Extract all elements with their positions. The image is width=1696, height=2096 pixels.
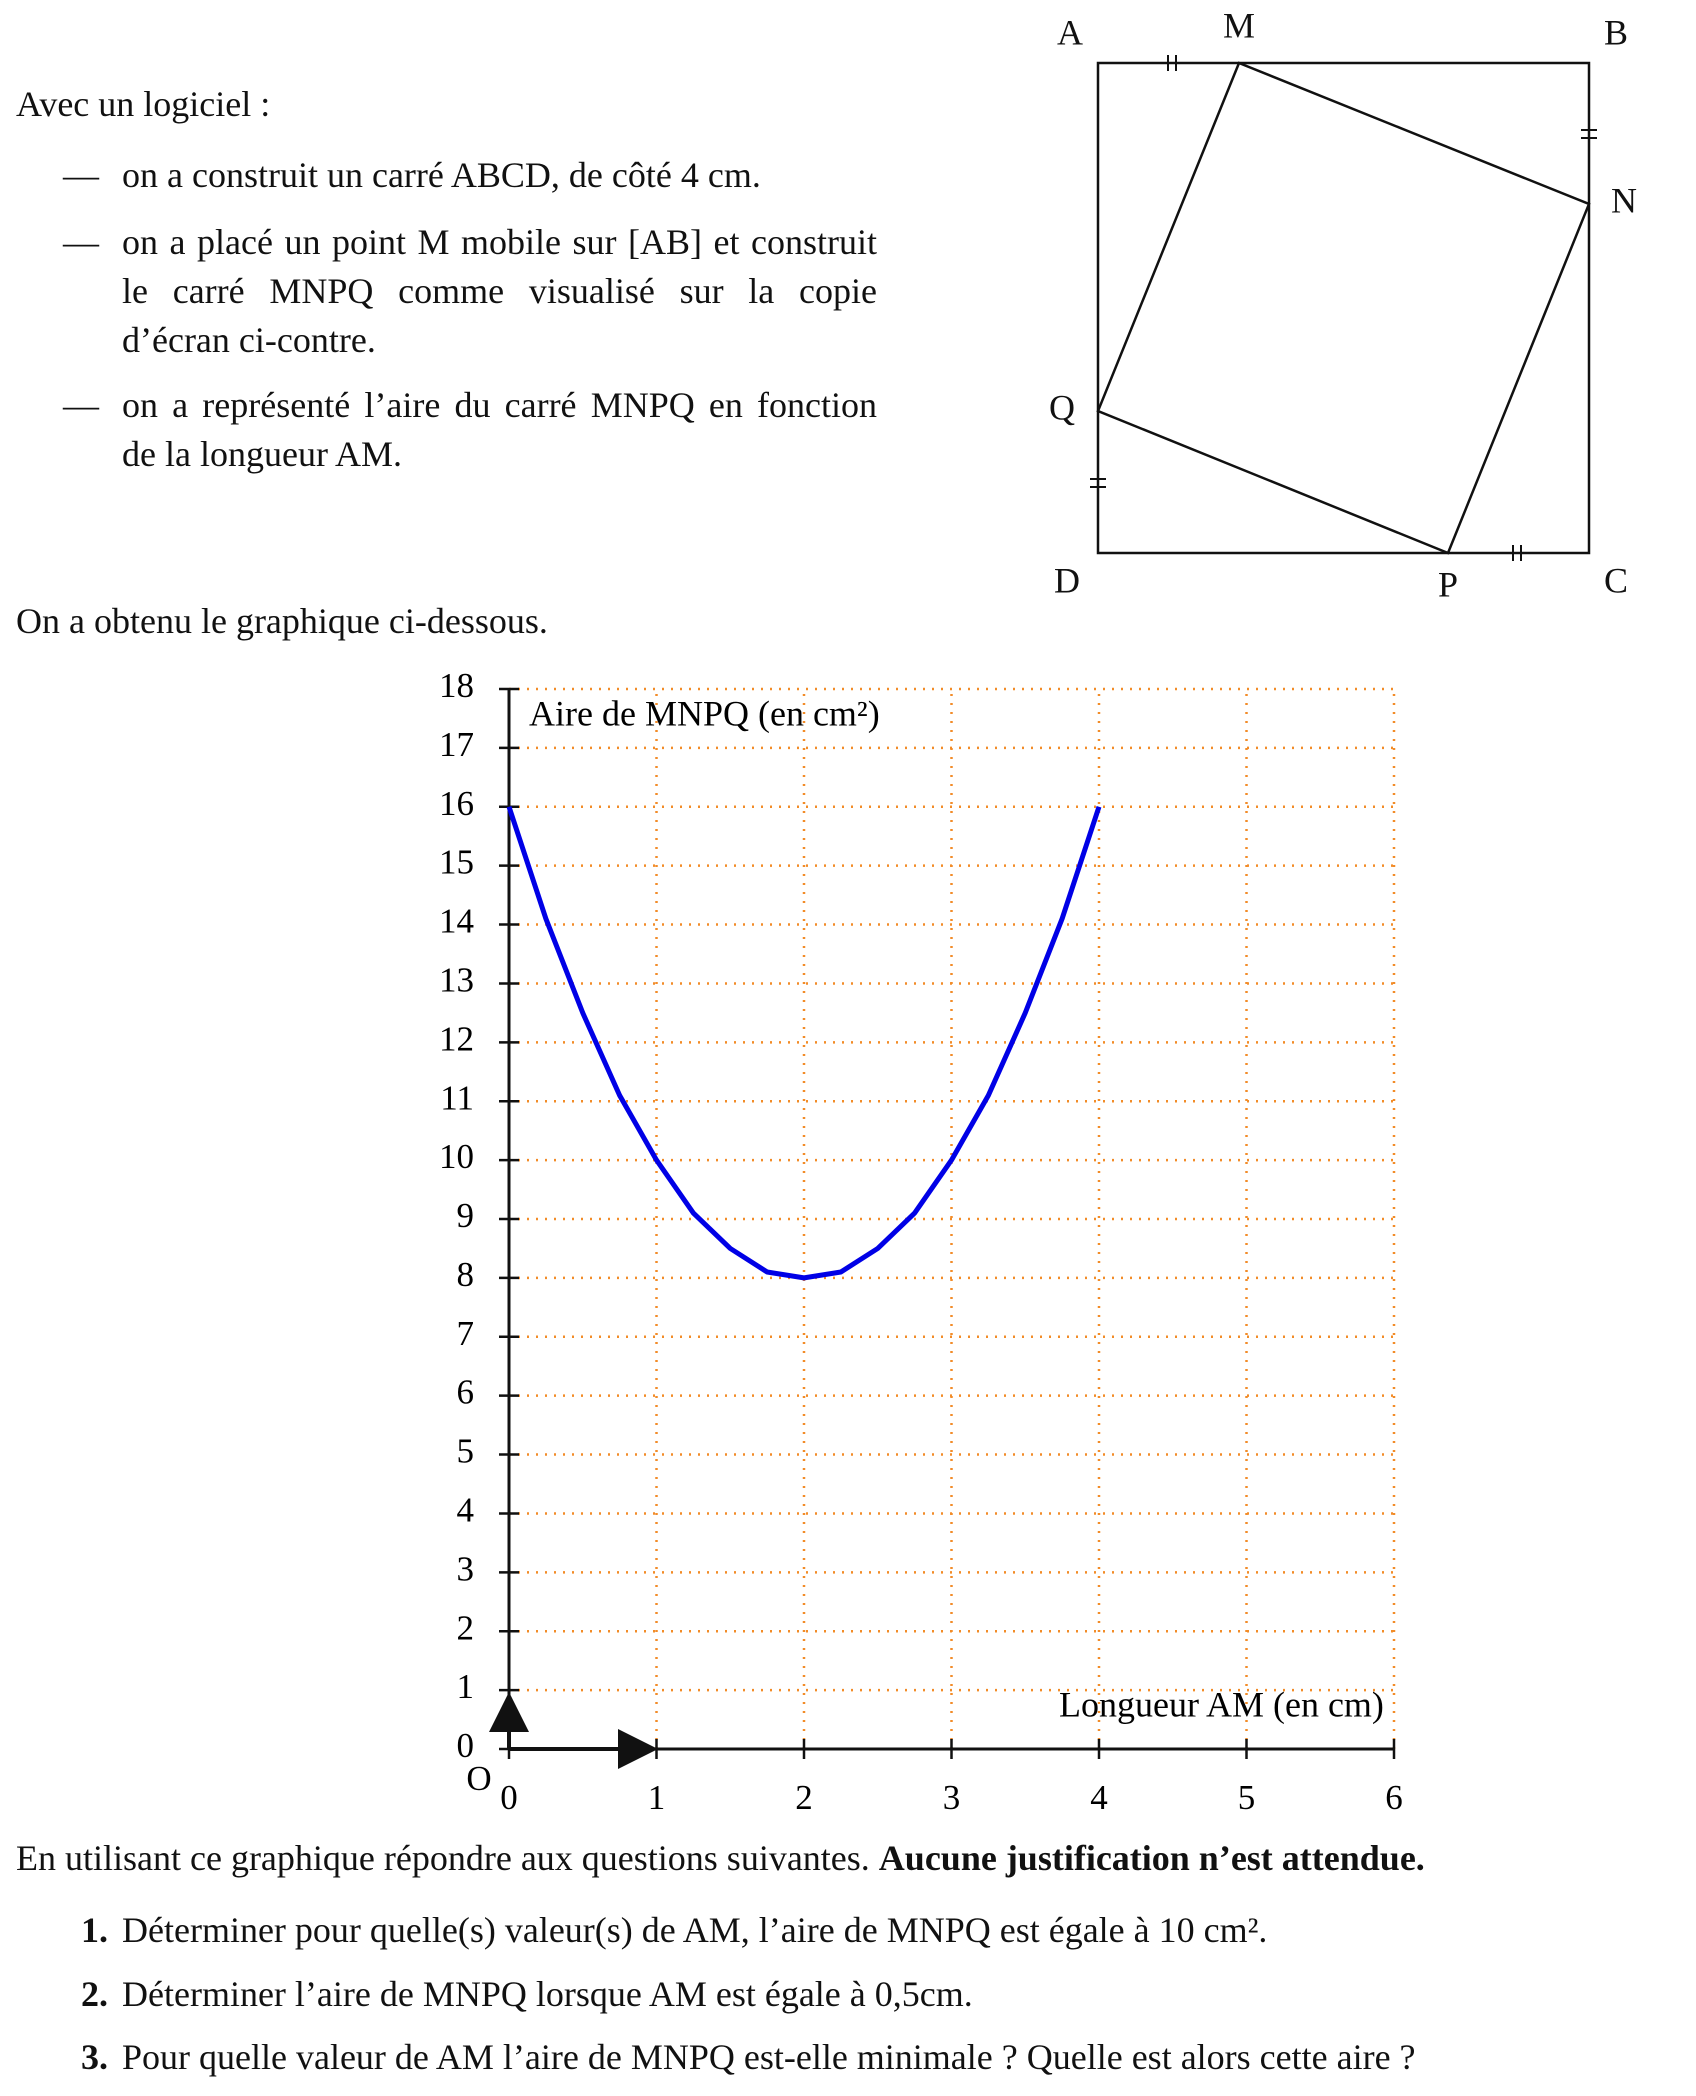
y-tick-label: 15 xyxy=(439,843,474,882)
y-tick-label: 12 xyxy=(439,1019,474,1058)
bullet: on a placé un point M mobile sur [AB] et… xyxy=(122,222,877,360)
point-label: M xyxy=(1223,5,1255,45)
point-label: A xyxy=(1057,12,1083,52)
y-tick-label: 13 xyxy=(439,960,474,999)
y-tick-label: 4 xyxy=(457,1490,475,1529)
equal-marks xyxy=(1090,55,1597,561)
square-abcd xyxy=(1096,61,1591,555)
origin-label: O xyxy=(466,1759,491,1798)
question-number: 1. xyxy=(81,1910,108,1950)
square-mnpq xyxy=(1096,61,1591,555)
bullet-marker: — xyxy=(63,222,99,262)
question-number: 2. xyxy=(81,1974,108,2014)
bullet-marker: — xyxy=(63,385,99,425)
x-axis-label: Longueur AM (en cm) xyxy=(1059,1684,1384,1724)
y-tick-label: 16 xyxy=(439,784,474,823)
x-tick-label: 1 xyxy=(648,1778,666,1817)
x-tick-label: 0 xyxy=(500,1778,518,1817)
x-tick-label: 6 xyxy=(1385,1778,1403,1817)
instructions-emphasis: Aucune justification n’est attendue. xyxy=(878,1838,1425,1878)
y-tick-label: 9 xyxy=(457,1196,475,1235)
instructions-text: En utilisant ce graphique répondre aux q… xyxy=(16,1838,870,1878)
y-tick-label: 5 xyxy=(457,1432,475,1471)
x-tick-label: 3 xyxy=(943,1778,961,1817)
instructions: En utilisant ce graphique répondre aux q… xyxy=(16,1834,1425,1883)
point-label: C xyxy=(1604,560,1628,600)
y-tick-label: 8 xyxy=(457,1255,475,1294)
y-tick-label: 17 xyxy=(439,725,474,764)
figure: A M B N Q D P C xyxy=(1049,5,1637,604)
point-label: D xyxy=(1054,560,1080,600)
x-tick-label: 2 xyxy=(795,1778,813,1817)
y-tick-label: 0 xyxy=(457,1726,475,1765)
point-label: Q xyxy=(1049,387,1075,427)
y-tick-label: 3 xyxy=(457,1549,475,1588)
bullet-marker: — xyxy=(63,155,99,195)
y-tick-label: 1 xyxy=(457,1667,475,1706)
grid xyxy=(507,687,1396,1751)
point-label: B xyxy=(1604,12,1628,52)
y-tick-label: 11 xyxy=(440,1078,474,1117)
y-tick-label: 2 xyxy=(457,1608,475,1647)
y-axis-label: Aire de MNPQ (en cm²) xyxy=(529,693,880,733)
y-tick-label: 6 xyxy=(457,1373,475,1412)
x-tick-label: 4 xyxy=(1090,1778,1108,1817)
bullet: on a représenté l’aire du carré MNPQ en … xyxy=(122,385,877,474)
question: Déterminer pour quelle(s) valeur(s) de A… xyxy=(122,1910,1268,1950)
intro: Avec un logiciel : xyxy=(16,84,271,124)
y-tick-label: 14 xyxy=(439,902,474,941)
point-label: P xyxy=(1438,564,1458,604)
question-number: 3. xyxy=(81,2037,108,2077)
x-tick-label: 5 xyxy=(1238,1778,1256,1817)
point-label: N xyxy=(1611,180,1637,220)
bullet: on a construit un carré ABCD, de côté 4 … xyxy=(122,155,761,195)
question: Déterminer l’aire de MNPQ lorsque AM est… xyxy=(122,1974,973,2014)
curve xyxy=(506,805,1102,1281)
y-tick-label: 18 xyxy=(439,666,474,705)
transition: On a obtenu le graphique ci-dessous. xyxy=(16,601,548,641)
y-tick-label: 10 xyxy=(439,1137,474,1176)
y-tick-label: 7 xyxy=(457,1314,475,1353)
question: Pour quelle valeur de AM l’aire de MNPQ … xyxy=(122,2037,1416,2077)
